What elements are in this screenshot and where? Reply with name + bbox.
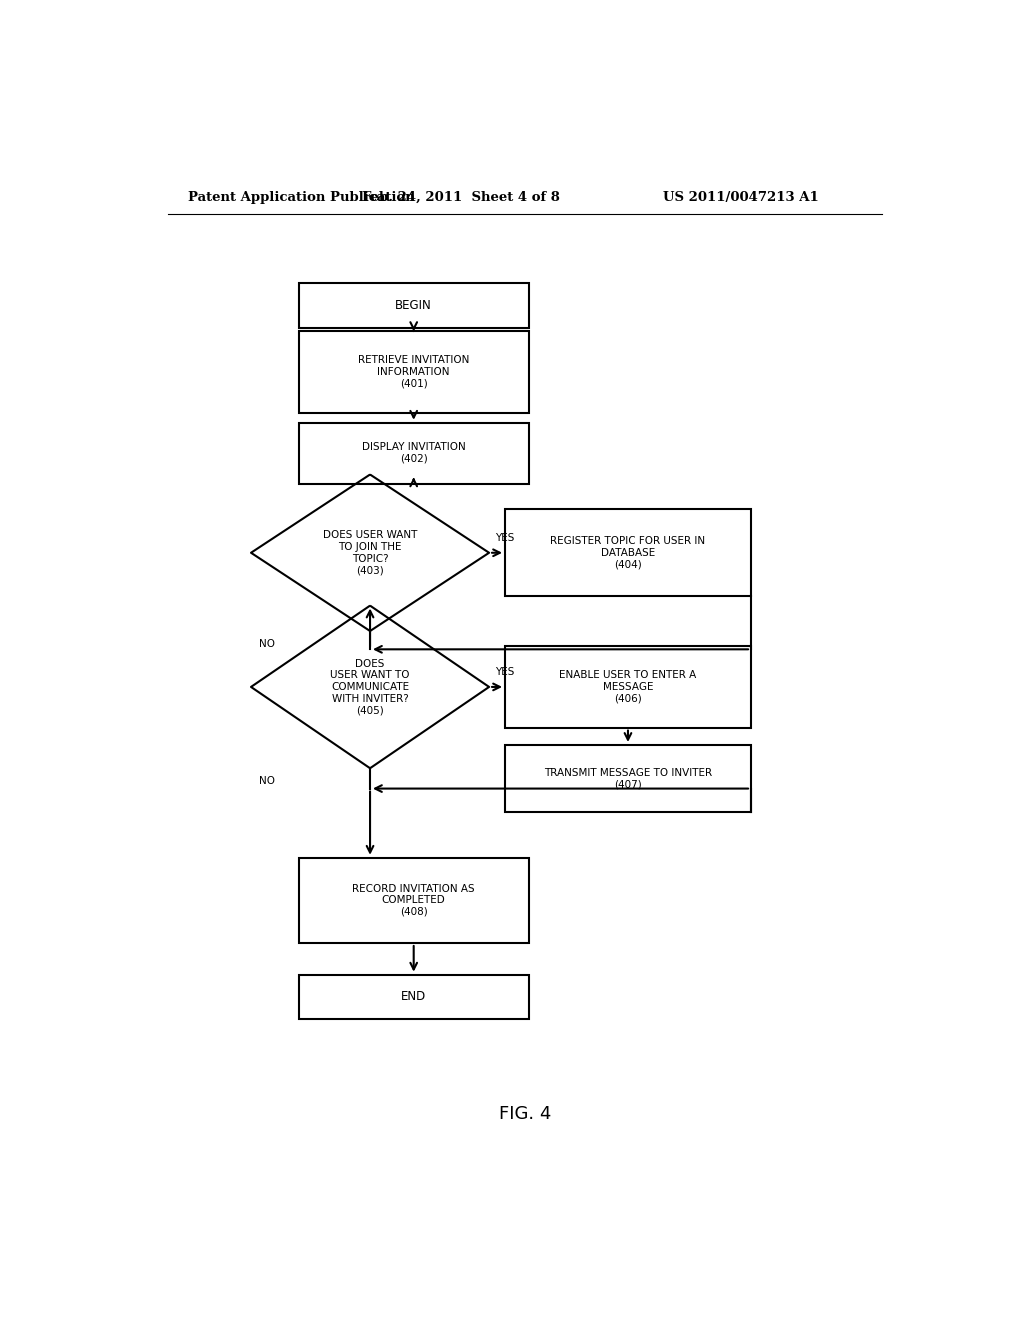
Text: RETRIEVE INVITATION
INFORMATION
(401): RETRIEVE INVITATION INFORMATION (401) [358, 355, 469, 388]
Text: US 2011/0047213 A1: US 2011/0047213 A1 [663, 190, 818, 203]
Bar [299, 422, 528, 483]
Bar [505, 744, 751, 812]
Bar [299, 331, 528, 412]
Text: FIG. 4: FIG. 4 [499, 1105, 551, 1123]
Text: TRANSMIT MESSAGE TO INVITER
(407): TRANSMIT MESSAGE TO INVITER (407) [544, 768, 712, 789]
Text: YES: YES [496, 532, 515, 543]
Text: NO: NO [259, 639, 274, 649]
Text: DOES USER WANT
TO JOIN THE
TOPIC?
(403): DOES USER WANT TO JOIN THE TOPIC? (403) [323, 531, 417, 576]
Text: DOES
USER WANT TO
COMMUNICATE
WITH INVITER?
(405): DOES USER WANT TO COMMUNICATE WITH INVIT… [331, 659, 410, 715]
Bar [299, 974, 528, 1019]
Text: REGISTER TOPIC FOR USER IN
DATABASE
(404): REGISTER TOPIC FOR USER IN DATABASE (404… [551, 536, 706, 569]
Text: RECORD INVITATION AS
COMPLETED
(408): RECORD INVITATION AS COMPLETED (408) [352, 884, 475, 917]
Text: BEGIN: BEGIN [395, 300, 432, 313]
Bar [299, 284, 528, 329]
Text: END: END [401, 990, 426, 1003]
Text: Patent Application Publication: Patent Application Publication [187, 190, 415, 203]
Bar [505, 510, 751, 597]
Text: DISPLAY INVITATION
(402): DISPLAY INVITATION (402) [361, 442, 466, 463]
Text: NO: NO [259, 776, 274, 787]
Text: ENABLE USER TO ENTER A
MESSAGE
(406): ENABLE USER TO ENTER A MESSAGE (406) [559, 671, 696, 704]
Bar [505, 647, 751, 727]
Bar [299, 858, 528, 942]
Text: Feb. 24, 2011  Sheet 4 of 8: Feb. 24, 2011 Sheet 4 of 8 [362, 190, 560, 203]
Text: YES: YES [496, 667, 515, 677]
